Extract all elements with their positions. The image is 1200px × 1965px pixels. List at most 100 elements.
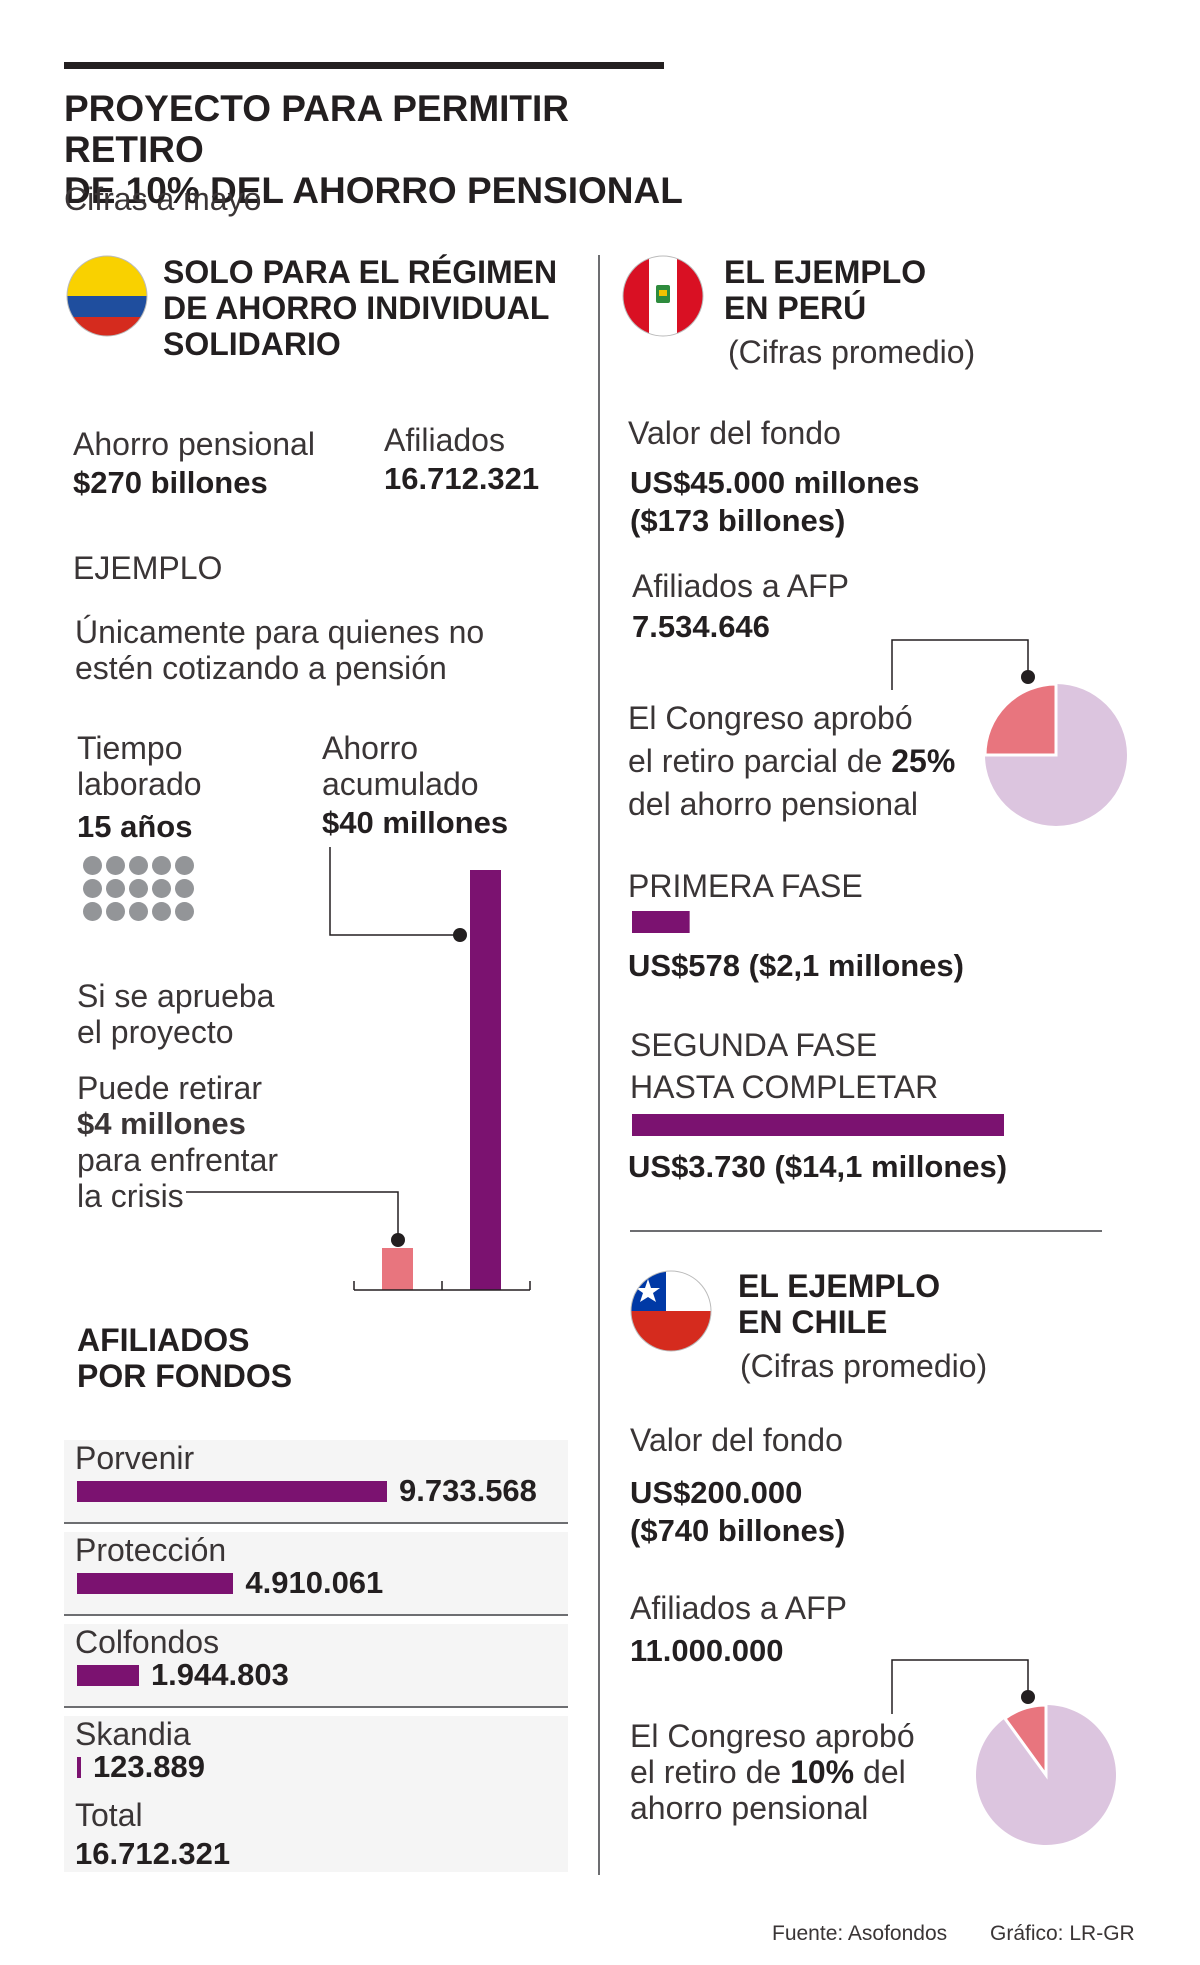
colombia-flag-icon [66,255,148,337]
ahorro-connector-dot [453,928,467,942]
retiro-connector-dot [391,1233,405,1247]
fondo-row [64,1624,568,1706]
peru-pie-connector-dot [1021,670,1035,684]
fondo-value: 9.733.568 [399,1473,537,1508]
puede-line-3: para enfrentar [77,1142,279,1178]
year-dot [106,879,125,898]
year-dot [129,902,148,921]
chile-congreso-line-1: El Congreso aprobó [630,1718,915,1754]
colombia-heading-line-3: SOLIDARIO [163,326,341,362]
peru-fase2-value: US$3.730 ($14,1 millones) [628,1149,1008,1184]
chile-heading-line-1: EL EJEMPLO [738,1268,941,1304]
fondo-label: Porvenir [75,1440,195,1476]
peru-phase-chart [632,911,1004,1136]
ahorro-acum-line-2: acumulado [322,766,479,802]
fondos-heading: AFILIADOS POR FONDOS [77,1322,292,1394]
phase-bar [632,911,690,933]
puede-retirar: Puede retirar $4 millones para enfrentar… [77,1070,278,1214]
fondo-row [64,1716,568,1798]
chile-valor-label: Valor del fondo [630,1422,843,1458]
colombia-heading-line-2: DE AHORRO INDIVIDUAL [163,290,550,326]
total-label: Total [75,1797,143,1833]
chile-heading: EL EJEMPLO EN CHILE [738,1268,940,1340]
peru-congreso-line-3: del ahorro pensional [628,786,918,822]
year-dot [152,879,171,898]
peru-valor-line-1: US$45.000 millones [630,465,920,500]
chile-congreso-text: El Congreso aprobó el retiro de 10% del … [630,1718,915,1826]
ahorro-connector [329,847,458,936]
year-dot [175,879,194,898]
peru-fase1-label: PRIMERA FASE [628,868,863,904]
savings-axis [353,1281,531,1291]
subtitle: Cifras a mayo [64,181,262,217]
fondo-label: Protección [75,1532,227,1568]
peru-congreso-line-1: El Congreso aprobó [628,700,913,736]
si-line-1: Si se aprueba [77,978,275,1014]
peru-valor-label: Valor del fondo [628,415,841,451]
ejemplo-desc-line-2: estén cotizando a pensión [75,650,447,686]
chile-congreso-line-2-post: del [854,1754,906,1790]
puede-line-1: Puede retirar [77,1070,262,1106]
si-line-2: el proyecto [77,1014,234,1050]
fondo-bar [77,1573,234,1594]
fondo-value: 4.910.061 [245,1565,384,1600]
fondo-value: 1.944.803 [150,1657,289,1692]
title-line-1: PROYECTO PARA PERMITIR RETIRO [64,88,570,170]
chile-afiliados-value: 11.000.000 [630,1633,784,1668]
chile-congreso-line-2-text: el retiro de [630,1754,791,1790]
peru-afiliados-value: 7.534.646 [632,609,770,644]
peru-congreso-text: El Congreso aprobó el retiro parcial de … [628,697,955,826]
top-rule [64,62,664,69]
total-value: 16.712.321 [75,1836,231,1871]
chile-pie-connector [891,1659,1029,1714]
fondo-bar [77,1481,387,1502]
ejemplo-desc-line-1: Únicamente para quienes no [75,614,485,650]
fondo-value: 123.889 [92,1749,205,1784]
retiro-connector [186,1191,399,1240]
chile-afiliados-label: Afiliados a AFP [630,1590,847,1626]
year-dot [175,856,194,875]
year-dot [129,856,148,875]
peru-flag-icon [622,255,704,337]
si-se-aprueba: Si se aprueba el proyecto [77,978,274,1050]
peru-fase2-label: SEGUNDA FASE HASTA COMPLETAR [630,1024,938,1108]
years-dots-grid [83,856,194,921]
tiempo-line-1: Tiempo [77,730,183,766]
afiliados-label: Afiliados [384,422,505,458]
peru-heading: EL EJEMPLO EN PERÚ [724,254,926,326]
savings-bar [470,870,501,1290]
chile-valor-line-2: ($740 billones) [630,1513,846,1548]
peru-chile-divider [630,1230,1102,1232]
colombia-heading: SOLO PARA EL RÉGIMEN DE AHORRO INDIVIDUA… [163,254,557,362]
peru-afiliados-label: Afiliados a AFP [632,568,849,604]
savings-bar [382,1248,413,1290]
pie-slice-retiro [983,682,1058,757]
peru-valor-value: US$45.000 millones ($173 billones) [630,464,920,540]
peru-congreso-line-2-text: el retiro parcial de [628,743,892,779]
chile-congreso-line-3: ahorro pensional [630,1790,869,1826]
year-dot [83,856,102,875]
afiliados-value: 16.712.321 [384,461,540,496]
puede-line-4: la crisis [77,1178,184,1214]
year-dot [152,902,171,921]
peru-note: (Cifras promedio) [728,334,976,370]
year-dot [175,902,194,921]
peru-fase2-line-1: SEGUNDA FASE [630,1027,878,1063]
fondo-row-divider [64,1614,568,1616]
chile-flag-icon [630,1270,712,1352]
ahorro-pensional-value: $270 billones [73,465,268,500]
year-dot [152,856,171,875]
column-divider [598,255,600,1875]
ahorro-acum-line-1: Ahorro [322,730,419,766]
source-note: Fuente: Asofondos [772,1922,948,1945]
chile-pie-connector-dot [1021,1690,1035,1704]
peru-valor-line-2: ($173 billones) [630,503,846,538]
chile-congreso-pct: 10% [790,1754,855,1790]
fondo-row-divider [64,1706,568,1708]
peru-fase1-value: US$578 ($2,1 millones) [628,948,964,983]
tiempo-line-2: laborado [77,766,202,802]
tiempo-laborado-label: Tiempo laborado [77,730,202,802]
peru-heading-line-1: EL EJEMPLO [724,254,927,290]
fondo-bar [77,1757,81,1778]
peru-fase2-line-2: HASTA COMPLETAR [630,1069,939,1105]
